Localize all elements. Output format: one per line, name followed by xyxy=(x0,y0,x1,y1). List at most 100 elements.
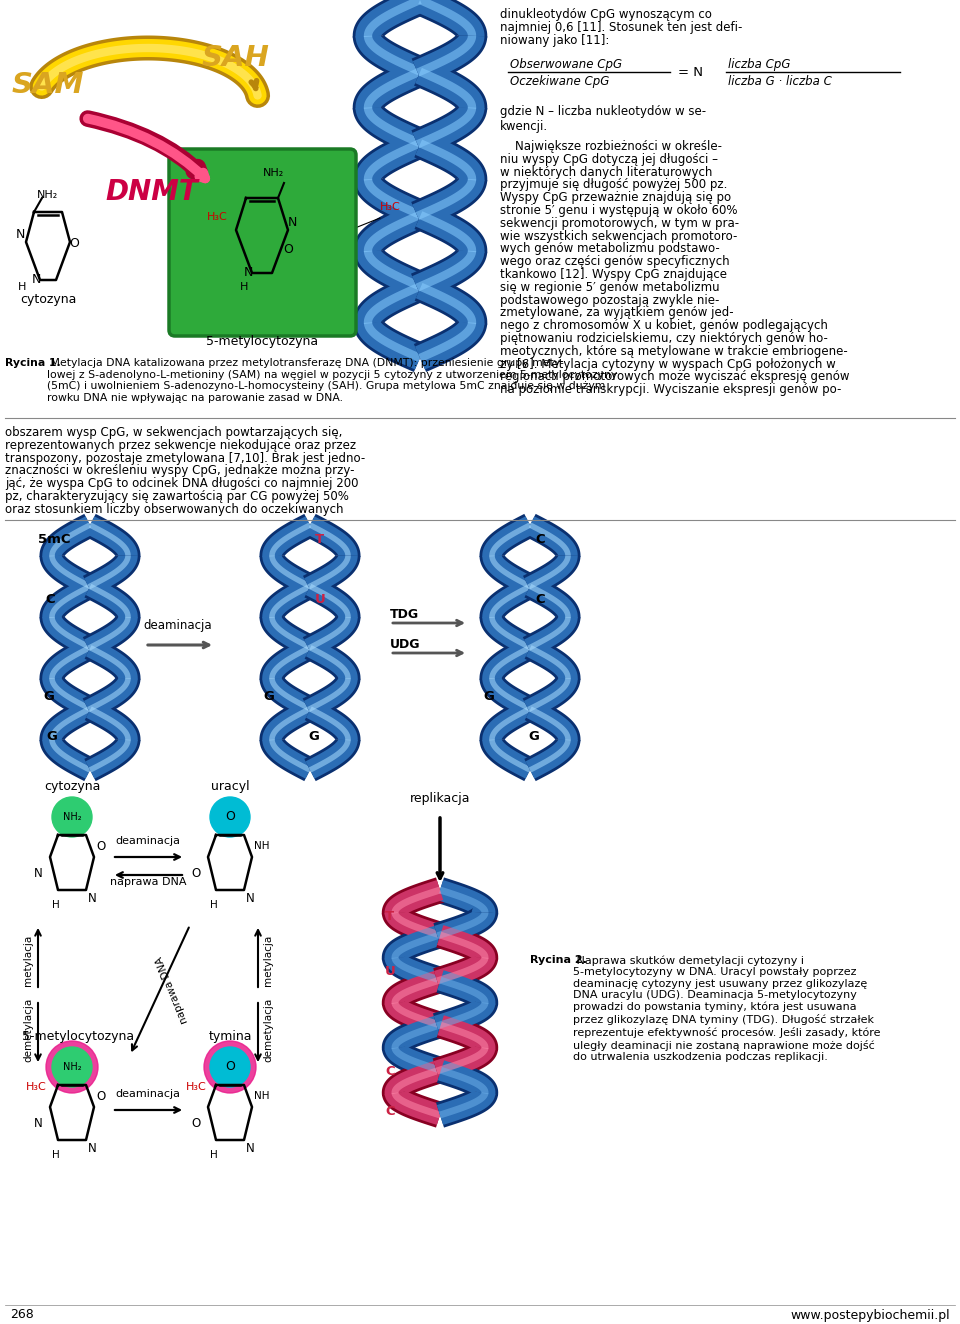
Text: N: N xyxy=(88,892,97,906)
Text: C: C xyxy=(535,593,544,606)
Text: H₃C: H₃C xyxy=(206,212,228,222)
Text: H: H xyxy=(18,282,26,293)
Text: znaczności w określeniu wyspy CpG, jednakże można przy-: znaczności w określeniu wyspy CpG, jedna… xyxy=(5,465,354,478)
Text: na poziomie transkrypcji. Wyciszanie ekspresji genów po-: na poziomie transkrypcji. Wyciszanie eks… xyxy=(500,383,841,396)
Text: deaminacja: deaminacja xyxy=(115,835,180,846)
Text: 5-metylocytozyna: 5-metylocytozyna xyxy=(22,1030,134,1043)
Text: Rycina 2.: Rycina 2. xyxy=(530,955,587,965)
Text: naprawa DNA: naprawa DNA xyxy=(155,955,190,1025)
Text: się w regionie 5′ genów metabolizmu: się w regionie 5′ genów metabolizmu xyxy=(500,281,720,294)
Text: Naprawa skutków demetylacji cytozyny i
5-metylocytozyny w DNA. Uracyl powstały p: Naprawa skutków demetylacji cytozyny i 5… xyxy=(573,955,880,1062)
Text: regionach promotorowych może wyciszać ekspresję genów: regionach promotorowych może wyciszać ek… xyxy=(500,371,850,384)
Text: Największe rozbieżności w określe-: Największe rozbieżności w określe- xyxy=(500,140,722,154)
Text: Rycina 1.: Rycina 1. xyxy=(5,357,60,368)
Text: N: N xyxy=(35,867,43,880)
Text: zmetylowane, za wyjątkiem genów jed-: zmetylowane, za wyjątkiem genów jed- xyxy=(500,306,733,319)
Text: demetylacja: demetylacja xyxy=(263,998,273,1062)
Text: N: N xyxy=(35,1117,43,1129)
Text: cytozyna: cytozyna xyxy=(20,293,76,306)
Text: N: N xyxy=(88,1143,97,1155)
Text: C: C xyxy=(385,1064,395,1078)
Text: H: H xyxy=(52,1151,60,1160)
Text: metylacja: metylacja xyxy=(23,935,33,985)
Text: = N: = N xyxy=(678,66,703,79)
Text: niu wyspy CpG dotyczą jej długości –: niu wyspy CpG dotyczą jej długości – xyxy=(500,152,718,166)
Circle shape xyxy=(210,797,250,837)
Text: G: G xyxy=(46,730,57,743)
Text: N: N xyxy=(15,228,25,241)
Text: NH₂: NH₂ xyxy=(62,812,82,822)
Text: H₃C: H₃C xyxy=(185,1082,206,1092)
Text: O: O xyxy=(96,839,106,853)
Text: H: H xyxy=(52,900,60,910)
Text: UDG: UDG xyxy=(390,638,420,651)
Text: transpozony, pozostaje zmetylowana [7,10]. Brak jest jedno-: transpozony, pozostaje zmetylowana [7,10… xyxy=(5,451,365,465)
Text: przyjmuje się długość powyżej 500 pz.: przyjmuje się długość powyżej 500 pz. xyxy=(500,179,728,192)
Text: H: H xyxy=(210,900,218,910)
Text: Obserwowane CpG: Obserwowane CpG xyxy=(510,58,622,71)
Text: O: O xyxy=(283,244,293,256)
Text: H₃C: H₃C xyxy=(26,1082,46,1092)
Text: O: O xyxy=(96,1090,106,1103)
Text: G: G xyxy=(43,690,54,703)
Text: N: N xyxy=(246,1143,254,1155)
Text: cytozyna: cytozyna xyxy=(44,780,100,793)
Text: uracyl: uracyl xyxy=(210,780,250,793)
Text: obszarem wysp CpG, w sekwencjach powtarzających się,: obszarem wysp CpG, w sekwencjach powtarz… xyxy=(5,426,343,440)
Circle shape xyxy=(52,797,92,837)
Text: jąć, że wyspa CpG to odcinek DNA długości co najmniej 200: jąć, że wyspa CpG to odcinek DNA długośc… xyxy=(5,477,358,490)
Text: demetylacja: demetylacja xyxy=(23,998,33,1062)
Text: wie wszystkich sekwencjach promotoro-: wie wszystkich sekwencjach promotoro- xyxy=(500,229,737,242)
Text: O: O xyxy=(225,810,235,824)
Text: N: N xyxy=(32,273,40,286)
Text: N: N xyxy=(246,892,254,906)
Text: NH₂: NH₂ xyxy=(263,168,284,177)
FancyBboxPatch shape xyxy=(169,150,356,336)
Text: dinukleotydów CpG wynoszącym co: dinukleotydów CpG wynoszącym co xyxy=(500,8,712,21)
Text: U: U xyxy=(315,593,325,606)
Text: oraz stosunkiem liczby obserwowanych do oczekiwanych: oraz stosunkiem liczby obserwowanych do … xyxy=(5,503,344,516)
Text: U: U xyxy=(385,965,396,978)
Text: liczba G · liczba C: liczba G · liczba C xyxy=(728,75,832,87)
Text: Wyspy CpG przeważnie znajdują się po: Wyspy CpG przeważnie znajdują się po xyxy=(500,191,732,204)
Text: C: C xyxy=(45,593,55,606)
Text: O: O xyxy=(192,1117,201,1129)
Text: O: O xyxy=(192,867,201,880)
Text: gdzie N – liczba nukleotydów w se-
kwencji.: gdzie N – liczba nukleotydów w se- kwenc… xyxy=(500,105,707,132)
Text: SAH: SAH xyxy=(201,44,269,71)
Text: deaminacja: deaminacja xyxy=(144,620,212,632)
Text: metylacja: metylacja xyxy=(263,935,273,985)
Text: najmniej 0,6 [11]. Stosunek ten jest defi-: najmniej 0,6 [11]. Stosunek ten jest def… xyxy=(500,21,742,34)
Text: N: N xyxy=(243,266,252,279)
Text: zy [6]. Metylacja cytozyny w wyspach CpG położonych w: zy [6]. Metylacja cytozyny w wyspach CpG… xyxy=(500,357,836,371)
Text: NH: NH xyxy=(254,1091,270,1102)
Text: N: N xyxy=(287,216,297,229)
Text: wych genów metabolizmu podstawo-: wych genów metabolizmu podstawo- xyxy=(500,242,720,256)
Text: T: T xyxy=(315,534,324,545)
Text: G: G xyxy=(528,730,539,743)
Text: H: H xyxy=(240,282,249,293)
Text: podstawowego pozostają zwykle nie-: podstawowego pozostają zwykle nie- xyxy=(500,294,719,307)
Text: H: H xyxy=(210,1151,218,1160)
Text: tymina: tymina xyxy=(208,1030,252,1043)
Text: www.postepybiochemii.pl: www.postepybiochemii.pl xyxy=(790,1308,950,1321)
Circle shape xyxy=(204,1041,256,1094)
Text: nego z chromosomów X u kobiet, genów podlegających: nego z chromosomów X u kobiet, genów pod… xyxy=(500,319,828,332)
Text: Metylacja DNA katalizowana przez metylotransferazę DNA (DNMT): przeniesienie gru: Metylacja DNA katalizowana przez metylot… xyxy=(47,357,617,402)
Text: piętnowaniu rodzicielskiemu, czy niektórych genów ho-: piętnowaniu rodzicielskiemu, czy niektór… xyxy=(500,332,828,346)
Text: pz, charakteryzujący się zawartością par CG powyżej 50%: pz, charakteryzujący się zawartością par… xyxy=(5,490,348,503)
Text: stronie 5′ genu i występują w około 60%: stronie 5′ genu i występują w około 60% xyxy=(500,204,737,217)
Text: C: C xyxy=(535,534,544,545)
Text: G: G xyxy=(483,690,493,703)
Text: O: O xyxy=(225,1061,235,1074)
Text: T: T xyxy=(385,910,395,923)
Circle shape xyxy=(210,1047,250,1087)
Text: 5mC: 5mC xyxy=(38,534,70,545)
Text: niowany jako [11]:: niowany jako [11]: xyxy=(500,33,610,46)
Text: H₃C: H₃C xyxy=(380,203,400,212)
Text: tkankowo [12]. Wyspy CpG znajdujące: tkankowo [12]. Wyspy CpG znajdujące xyxy=(500,267,727,281)
Text: G: G xyxy=(263,690,274,703)
Text: NH: NH xyxy=(254,841,270,851)
Circle shape xyxy=(46,1041,98,1094)
Text: meotycznych, które są metylowane w trakcie embriogene-: meotycznych, które są metylowane w trakc… xyxy=(500,344,848,357)
